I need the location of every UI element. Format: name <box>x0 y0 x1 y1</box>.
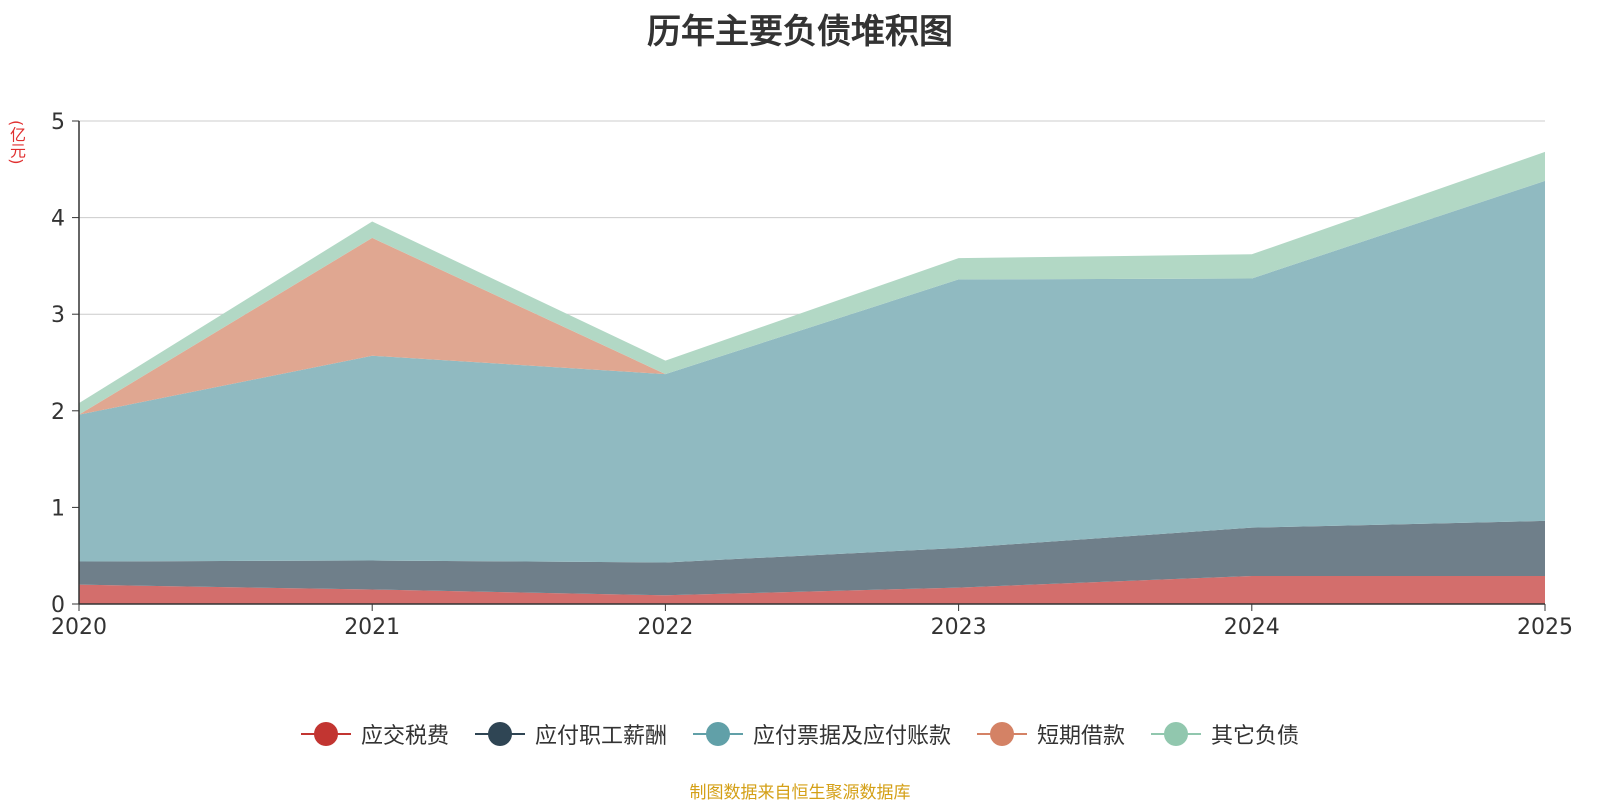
legend-marker-icon <box>474 722 525 746</box>
legend-item-1[interactable]: 应交税费 <box>300 718 449 750</box>
legend-item-3[interactable]: 应付票据及应付账款 <box>692 718 951 750</box>
x-tick-label: 2024 <box>1224 615 1280 640</box>
legend-item-2[interactable]: 应付职工薪酬 <box>474 718 667 750</box>
x-tick-label: 2021 <box>344 615 400 640</box>
area-series-1 <box>79 575 1545 604</box>
legend-label: 应付职工薪酬 <box>534 724 667 749</box>
area-series-4 <box>79 180 1545 415</box>
legend-item-4[interactable]: 短期借款 <box>977 718 1125 750</box>
y-tick-label: 1 <box>51 496 65 521</box>
chart-title: 历年主要负债堆积图 <box>647 12 953 52</box>
x-tick-label: 2020 <box>51 615 107 640</box>
x-tick-label: 2023 <box>931 615 987 640</box>
y-tick-label: 5 <box>51 110 65 135</box>
legend-label: 短期借款 <box>1037 724 1126 749</box>
stacked-area-chart: 0 1 2 3 4 5 2020 2021 2022 2023 2024 2025 <box>51 110 1573 640</box>
data-source-note: 制图数据来自恒生聚源数据库 <box>689 783 911 803</box>
chart-legend: 应交税费 应付职工薪酬 应付票据及应付账款 短期借款 其它负债 <box>0 718 1600 750</box>
legend-marker-icon <box>1151 722 1202 746</box>
x-tick-label: 2025 <box>1517 615 1573 640</box>
y-axis-unit: (亿元) <box>7 120 26 165</box>
legend-label: 其它负债 <box>1211 724 1300 749</box>
y-tick-label: 4 <box>51 207 65 232</box>
legend-label: 应付票据及应付账款 <box>752 724 951 749</box>
legend-marker-icon <box>300 722 351 746</box>
legend-label: 应交税费 <box>360 724 449 749</box>
x-tick-label: 2022 <box>637 615 693 640</box>
y-tick-label: 3 <box>51 303 65 328</box>
legend-marker-icon <box>692 722 743 746</box>
area-series-3 <box>79 180 1545 563</box>
legend-item-5[interactable]: 其它负债 <box>1151 718 1299 750</box>
legend-marker-icon <box>977 722 1027 746</box>
area-series-2 <box>79 520 1545 596</box>
y-tick-label: 2 <box>51 400 65 425</box>
y-tick-label: 0 <box>51 593 65 618</box>
